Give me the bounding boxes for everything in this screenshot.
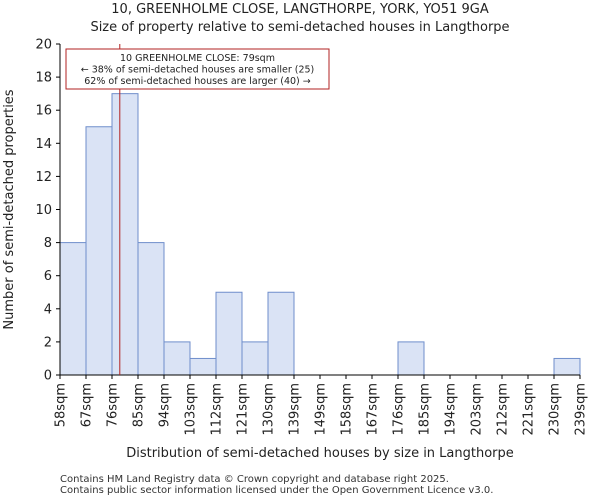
x-tick-label: 103sqm [184,383,199,436]
x-tick-label: 85sqm [132,383,147,427]
x-tick-label: 149sqm [314,383,329,436]
x-tick-label: 130sqm [262,383,277,436]
histogram-bar [553,357,581,376]
x-tick-label: 76sqm [106,383,121,427]
x-tick-label: 167sqm [366,383,381,436]
y-tick-label: 0 [44,369,52,384]
x-tick-label: 203sqm [470,383,485,436]
x-tick-label: 239sqm [574,383,589,436]
histogram-bar [111,93,139,376]
x-tick-label: 139sqm [288,383,303,436]
y-tick-label: 20 [35,38,52,53]
histogram-bar [189,357,217,376]
histogram-bar [137,242,165,376]
y-tick-label: 14 [35,137,52,152]
histogram-bar [85,126,113,376]
histogram-bar [163,341,191,376]
x-tick-label: 194sqm [444,383,459,436]
x-tick-label: 94sqm [158,383,173,427]
annotation-line: 10 GREENHOLME CLOSE: 79sqm [120,53,275,64]
x-tick-label: 230sqm [548,383,563,436]
x-tick-label: 67sqm [80,383,95,427]
chart-title: 10, GREENHOLME CLOSE, LANGTHORPE, YORK, … [111,2,489,17]
x-tick-label: 121sqm [236,383,251,436]
annotation-line: 62% of semi-detached houses are larger (… [84,76,311,87]
annotation-line: ← 38% of semi-detached houses are smalle… [81,65,315,76]
y-tick-label: 10 [35,203,52,218]
histogram-bar [215,291,243,376]
x-tick-label: 112sqm [210,383,225,436]
histogram-bar [241,341,269,376]
y-tick-label: 18 [35,71,52,86]
y-axis-label: Number of semi-detached properties [2,89,17,329]
footer-licence: Contains public sector information licen… [60,485,494,496]
y-tick-label: 16 [35,104,52,119]
x-tick-label: 58sqm [54,383,69,427]
x-tick-label: 185sqm [418,383,433,436]
chart-subtitle: Size of property relative to semi-detach… [90,20,510,35]
y-tick-label: 6 [44,269,52,284]
y-tick-label: 8 [44,236,52,251]
footer-copyright: Contains HM Land Registry data © Crown c… [60,474,449,485]
y-tick-label: 4 [44,302,52,317]
histogram-bar [59,242,87,376]
histogram-bar [267,291,295,376]
x-tick-label: 176sqm [392,383,407,436]
x-tick-label: 221sqm [522,383,537,436]
x-tick-label: 158sqm [340,383,355,436]
y-tick-label: 2 [44,335,52,350]
annotation-box [65,48,330,90]
x-axis-label: Distribution of semi-detached houses by … [126,446,514,461]
histogram-bar [397,341,425,376]
x-tick-label: 212sqm [496,383,511,436]
y-tick-label: 12 [35,170,52,185]
